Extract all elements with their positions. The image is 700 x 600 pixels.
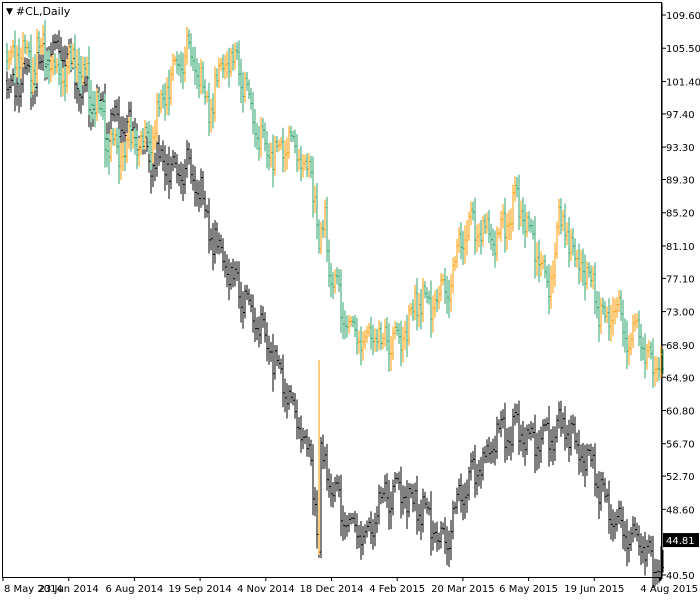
y-tick-label: 60.80: [666, 406, 695, 417]
y-tick-label: 109.60: [666, 11, 700, 22]
x-tick-label: 6 Aug 2014: [106, 584, 164, 595]
dropdown-arrow-icon[interactable]: ▼: [6, 6, 13, 17]
y-tick-label: 105.50: [666, 44, 700, 55]
y-tick-label: 48.60: [666, 505, 695, 516]
y-tick-label: 77.10: [666, 274, 695, 285]
y-tick-label: 101.40: [666, 77, 700, 88]
symbol-label: #CL,Daily: [15, 5, 71, 18]
y-tick-label: 64.90: [666, 373, 695, 384]
y-tick-label: 73.00: [666, 308, 695, 319]
x-tick-label: 23 Jun 2014: [39, 584, 99, 595]
current-price-label: 44.81: [666, 536, 695, 547]
y-tick-label: 40.50: [666, 571, 695, 582]
current-price-tag: [663, 533, 699, 548]
x-tick-label: 19 Jun 2015: [564, 584, 624, 595]
y-tick-label: 81.10: [666, 242, 695, 253]
main-series: [6, 20, 664, 389]
x-tick-label: 4 Aug 2015: [640, 584, 698, 595]
y-tick-label: 68.90: [666, 341, 695, 352]
x-tick-label: 8 May 2014: [4, 584, 63, 595]
x-tick-label: 19 Sep 2014: [168, 584, 231, 595]
y-tick-label: 89.30: [666, 176, 695, 187]
x-tick-label: 4 Nov 2014: [237, 584, 295, 595]
y-tick-label: 52.70: [666, 472, 695, 483]
y-tick-label: 97.40: [666, 110, 695, 121]
x-tick-label: 4 Feb 2015: [369, 584, 425, 595]
y-tick-label: 93.30: [666, 143, 695, 154]
x-tick-label: 20 Mar 2015: [431, 584, 494, 595]
y-tick-label: 56.70: [666, 440, 695, 451]
chart-title[interactable]: ▼ #CL,Daily: [6, 5, 70, 18]
x-tick-label: 6 May 2015: [499, 584, 558, 595]
y-tick-label: 85.20: [666, 209, 695, 220]
x-tick-label: 18 Dec 2014: [300, 584, 364, 595]
